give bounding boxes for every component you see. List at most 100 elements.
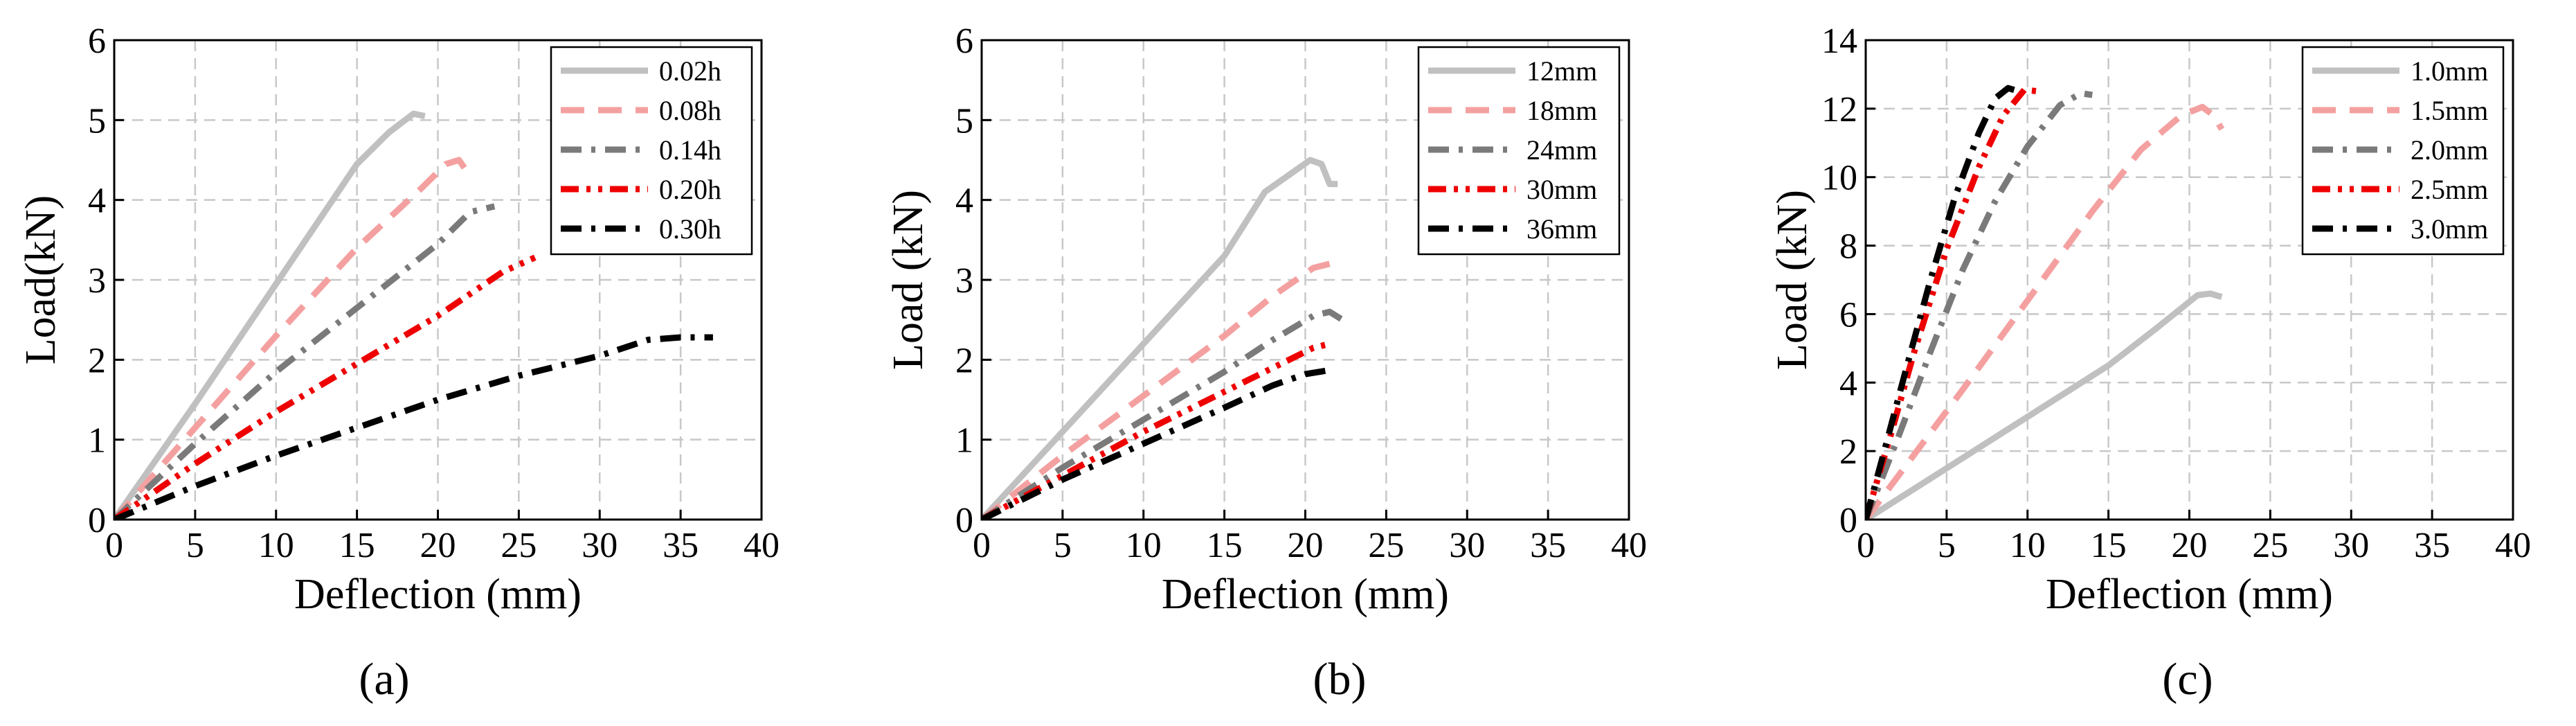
x-tick-label-a-6: 30 — [582, 526, 618, 565]
series-line-a-3 — [114, 254, 537, 520]
panel-label-c: (c) — [2162, 654, 2213, 705]
y-tick-label-c-0: 0 — [1839, 501, 1857, 540]
legend-label-c-0: 1.0mm — [2411, 55, 2488, 87]
series-group-a — [114, 110, 713, 520]
y-tick-label-b-1: 1 — [955, 421, 973, 461]
x-tick-label-c-2: 10 — [2010, 526, 2046, 565]
series-line-a-2 — [114, 203, 496, 520]
plot-frame-b — [980, 39, 1630, 521]
legend-label-a-1: 0.08h — [659, 95, 721, 126]
x-tick-label-b-8: 40 — [1611, 526, 1647, 565]
legend-box-b — [1417, 46, 1621, 256]
x-tick-label-c-0: 0 — [1857, 526, 1875, 565]
y-tick-label-c-7: 14 — [1821, 21, 1857, 61]
x-axis-title-c: Deflection (mm) — [2046, 571, 2333, 618]
series-line-a-1 — [114, 157, 473, 520]
x-tick-label-c-6: 30 — [2333, 526, 2369, 565]
x-tick-label-b-3: 15 — [1207, 526, 1243, 565]
x-axis-title-b: Deflection (mm) — [1162, 571, 1449, 618]
plot-frame-a — [113, 39, 763, 521]
y-tick-label-c-6: 12 — [1821, 90, 1857, 130]
y-tick-label-b-2: 2 — [955, 341, 973, 380]
y-tick-label-c-4: 8 — [1839, 227, 1857, 267]
y-tick-label-a-5: 5 — [88, 101, 106, 141]
x-tick-label-a-0: 0 — [105, 526, 123, 565]
series-line-b-0 — [982, 157, 1338, 520]
y-tick-label-a-2: 2 — [88, 341, 106, 380]
x-tick-label-b-2: 10 — [1126, 526, 1162, 565]
legend-box-c — [2301, 46, 2505, 256]
legend-label-c-2: 2.0mm — [2411, 134, 2488, 166]
x-tick-label-b-1: 5 — [1054, 526, 1072, 565]
legend-label-b-1: 18mm — [1526, 95, 1597, 126]
series-line-a-4 — [114, 334, 713, 520]
y-axis-title-a: Load(kN) — [17, 195, 64, 364]
x-tick-label-c-7: 35 — [2414, 526, 2450, 565]
y-axis-title-c: Load (kN) — [1769, 190, 1816, 370]
y-tick-label-c-2: 4 — [1839, 364, 1857, 403]
series-line-c-2 — [1866, 90, 2093, 520]
legend-box-a — [550, 46, 753, 256]
x-tick-label-c-8: 40 — [2495, 526, 2531, 565]
y-tick-label-b-0: 0 — [955, 501, 973, 540]
series-line-c-4 — [1866, 85, 2021, 520]
y-tick-label-a-0: 0 — [88, 501, 106, 540]
y-tick-label-b-4: 4 — [955, 182, 973, 221]
x-tick-label-c-3: 15 — [2091, 526, 2127, 565]
series-group-c — [1866, 85, 2225, 520]
y-tick-label-c-1: 2 — [1839, 432, 1857, 472]
x-tick-label-b-0: 0 — [973, 526, 991, 565]
x-tick-label-a-4: 20 — [420, 526, 456, 565]
legend-label-b-2: 24mm — [1526, 134, 1597, 166]
y-tick-label-a-3: 3 — [88, 261, 106, 301]
legend-label-c-3: 2.5mm — [2411, 174, 2488, 205]
series-line-a-0 — [114, 110, 426, 520]
series-line-c-3 — [1866, 87, 2041, 520]
x-tick-label-a-7: 35 — [663, 526, 699, 565]
chart-panel-a: 0 5 10 15 20 25 30 35 4001234560.02h0.08h0.14h0.… — [17, 21, 780, 705]
x-tick-label-b-6: 30 — [1449, 526, 1485, 565]
y-tick-label-a-1: 1 — [88, 421, 106, 461]
legend-b: 12mm 18mm 24mm 30mm 36mm — [1417, 46, 1621, 256]
x-tick-label-c-5: 25 — [2252, 526, 2288, 565]
y-tick-label-b-3: 3 — [955, 261, 973, 301]
legend-label-a-2: 0.14h — [659, 134, 721, 166]
x-tick-label-b-7: 35 — [1530, 526, 1566, 565]
x-tick-label-a-2: 10 — [258, 526, 294, 565]
legend-label-a-4: 0.30h — [659, 213, 721, 245]
y-tick-label-b-6: 6 — [955, 21, 973, 61]
series-line-b-4 — [982, 366, 1331, 520]
legend-c: 1.0mm 1.5mm 2.0mm 2.5mm 3.0mm — [2301, 46, 2505, 256]
series-group-b — [982, 157, 1344, 520]
legend-label-b-0: 12mm — [1526, 55, 1597, 87]
x-tick-label-a-1: 5 — [186, 526, 204, 565]
legend-label-a-0: 0.02h — [659, 55, 721, 87]
x-tick-label-b-4: 20 — [1288, 526, 1324, 565]
x-tick-label-c-1: 5 — [1938, 526, 1956, 565]
x-tick-label-a-8: 40 — [744, 526, 780, 565]
series-line-c-1 — [1866, 103, 2225, 520]
x-tick-label-c-4: 20 — [2172, 526, 2208, 565]
legend-label-b-4: 36mm — [1526, 213, 1597, 245]
legend-label-b-3: 30mm — [1526, 174, 1597, 205]
panel-label-b: (b) — [1313, 654, 1367, 705]
panel-label-a: (a) — [359, 654, 409, 705]
series-line-b-3 — [982, 340, 1331, 520]
y-tick-label-a-6: 6 — [88, 21, 106, 61]
series-line-c-0 — [1866, 290, 2223, 520]
y-tick-label-b-5: 5 — [955, 101, 973, 141]
legend-label-c-1: 1.5mm — [2411, 95, 2488, 126]
y-tick-label-a-4: 4 — [88, 182, 106, 221]
x-tick-label-a-5: 25 — [501, 526, 537, 565]
chart-panel-c: 0 5 10 15 20 25 30 35 40 0 2 4 6 8 10 12 14 1.0mm 1.5mm 2.0… — [1769, 21, 2531, 705]
legend-label-a-3: 0.20h — [659, 174, 721, 205]
y-tick-label-c-3: 6 — [1839, 295, 1857, 335]
chart-panel-b: 0 5 10 15 20 25 30 35 40 0 1 2 3 4 5 6 12mm 18mm 24mm 30mm 3… — [885, 21, 1647, 705]
series-line-b-2 — [982, 308, 1344, 520]
legend-a: 0.02h 0.08h 0.14h 0.20h 0.30h — [550, 46, 753, 256]
x-tick-label-a-3: 15 — [339, 526, 375, 565]
legend-label-c-4: 3.0mm — [2411, 213, 2488, 245]
series-line-b-1 — [982, 260, 1331, 520]
y-tick-label-c-5: 10 — [1821, 159, 1857, 198]
plot-frame-c — [1864, 39, 2514, 521]
